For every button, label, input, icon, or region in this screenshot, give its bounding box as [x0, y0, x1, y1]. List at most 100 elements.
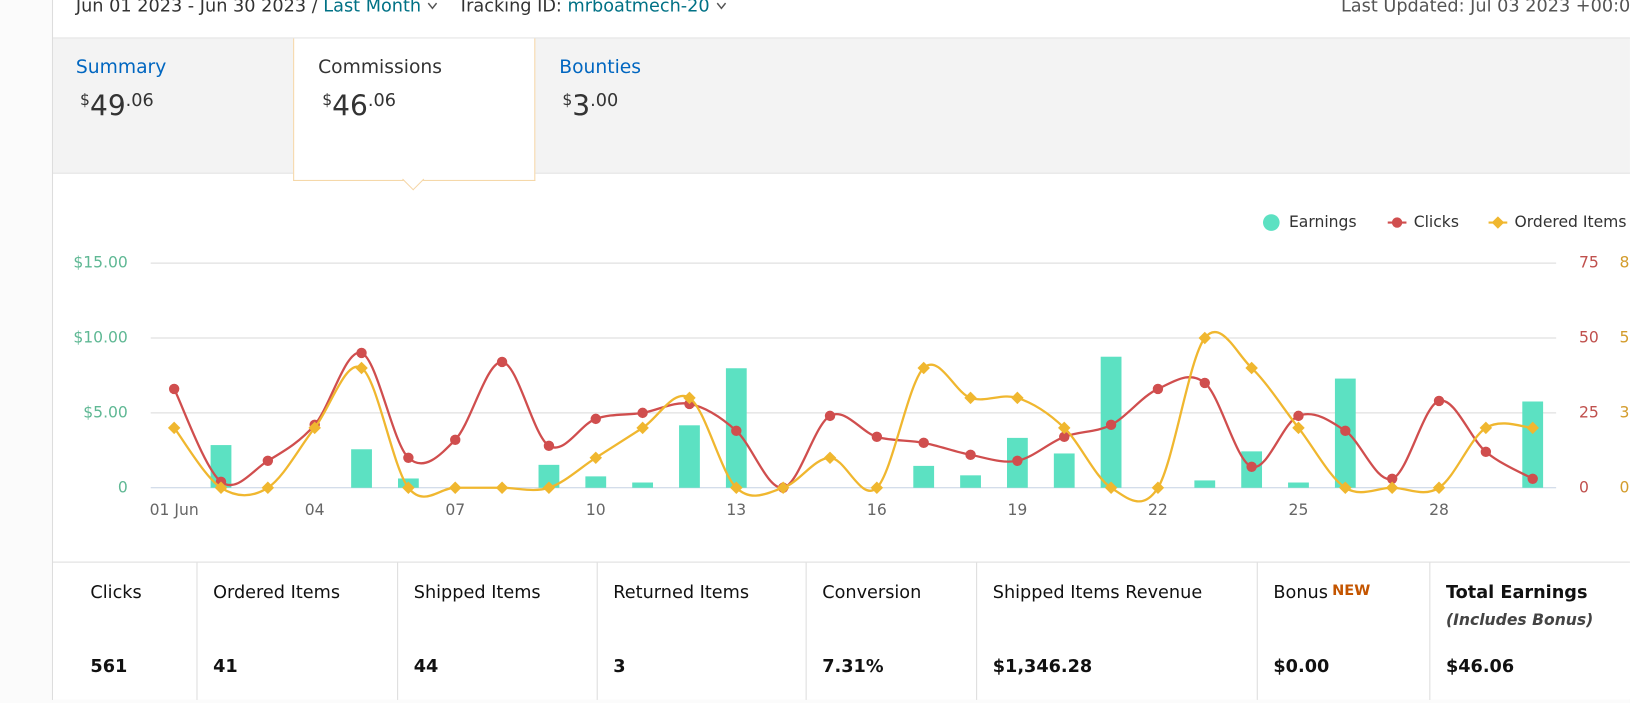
- stat-note: (Includes Bonus): [1445, 610, 1594, 630]
- y-tick-label: 50: [1579, 328, 1599, 346]
- marker: [543, 440, 555, 452]
- stat-value: 44: [413, 656, 439, 678]
- stat-value: 41: [213, 656, 238, 678]
- x-tick-label: 25: [1289, 501, 1309, 519]
- tab-amount: $46.06: [322, 90, 396, 122]
- stat-label: Ordered Items: [213, 582, 341, 604]
- y-tick-label: 0: [118, 478, 128, 496]
- marker: [356, 347, 367, 359]
- chart: 0 $5.00 $10.00 $15.00 0 25 50 75 0 3 5 8 01 Jun 04 07 1…: [73, 213, 1630, 519]
- legend-marker: [1262, 214, 1280, 231]
- x-tick-label: 16: [867, 501, 887, 519]
- marker: [1385, 481, 1399, 494]
- tracking-id-dropdown[interactable]: mrboatmech-20: [567, 0, 710, 17]
- stat-cell: Total Earnings (Includes Bonus) $46.06: [1430, 563, 1630, 700]
- marker: [823, 451, 837, 465]
- stat-value: $46.06: [1445, 656, 1515, 678]
- bar: [538, 464, 560, 488]
- bar: [960, 475, 981, 488]
- bar: [913, 465, 935, 488]
- stat-label: Clicks: [90, 582, 142, 604]
- stat-cell: Shipped Items 44: [398, 562, 598, 700]
- chevron[interactable]: [716, 2, 726, 10]
- amount-cents: .06: [367, 90, 397, 112]
- x-tick-label: 19: [1007, 501, 1027, 519]
- marker: [731, 425, 742, 437]
- tab-amount: $49.06: [80, 90, 154, 122]
- series-line: [173, 351, 1534, 489]
- stat-label: Shipped Items Revenue: [992, 582, 1203, 604]
- legend-label: Ordered Items: [1515, 213, 1627, 231]
- y-tick-label: 0: [1620, 478, 1630, 496]
- marker: [450, 434, 461, 446]
- y-tick-label: $5.00: [83, 403, 128, 421]
- y-tick-label: 25: [1579, 403, 1599, 421]
- marker: [496, 356, 508, 368]
- stat-value: 7.31%: [822, 656, 884, 678]
- legend-marker: [1391, 217, 1403, 228]
- stat-cell: Clicks 561: [53, 562, 198, 700]
- marker: [214, 481, 228, 494]
- stat-label: Total Earnings: [1445, 582, 1588, 604]
- currency: $: [80, 90, 90, 110]
- marker: [1433, 395, 1445, 407]
- marker: [403, 452, 414, 464]
- stat-value: 3: [613, 656, 626, 678]
- stat-label: Returned Items: [613, 582, 750, 604]
- amount-whole: 49: [89, 90, 126, 123]
- y-tick-label: 3: [1620, 403, 1630, 421]
- stat-cell: Returned Items 3: [598, 562, 807, 700]
- tab-amount: $3.00: [562, 90, 618, 122]
- bar: [1053, 453, 1075, 488]
- marker: [871, 431, 883, 443]
- stats-table: Clicks 561 Ordered Items 41 Shipped Items 4…: [53, 561, 1630, 700]
- marker: [1386, 473, 1398, 484]
- y-tick-label: $15.00: [73, 254, 128, 272]
- marker: [1105, 419, 1117, 431]
- marker: [1199, 377, 1210, 389]
- y-tick-label: 5: [1620, 328, 1630, 346]
- period-dropdown[interactable]: Last Month: [323, 0, 422, 17]
- stat-cell: Bonus NEW $0.00: [1258, 562, 1431, 700]
- marker: [1432, 481, 1446, 494]
- stat-label: Bonus NEW: [1273, 582, 1370, 603]
- series-line: [173, 330, 1533, 503]
- bar: [679, 425, 700, 488]
- marker: [1151, 481, 1165, 494]
- currency: $: [322, 90, 333, 110]
- tracking-label: Tracking ID:: [457, 0, 562, 17]
- marker: [964, 391, 977, 405]
- marker: [402, 481, 415, 494]
- tab-label[interactable]: Commissions: [318, 56, 443, 78]
- marker: [448, 481, 462, 494]
- last-updated: Last Updated: Jul 03 2023 +00:00: [1340, 0, 1630, 17]
- tab-label[interactable]: Bounties: [559, 56, 642, 78]
- amount-cents: .00: [590, 90, 619, 112]
- bar: [632, 482, 654, 488]
- stat-label-text: Bonus: [1273, 582, 1328, 604]
- currency: $: [562, 90, 573, 110]
- chevron[interactable]: [427, 2, 438, 10]
- tab-active[interactable]: Commissions $46.06: [293, 38, 536, 191]
- report-filter-bar: Jun 01 2023 - Jun 30 2023 / Last Month T…: [76, 0, 741, 17]
- marker: [261, 481, 275, 494]
- tab-label[interactable]: Summary: [75, 56, 167, 78]
- legend-marker: [1491, 216, 1505, 229]
- stat-value: $1,346.28: [992, 656, 1093, 678]
- new-badge: NEW: [1332, 582, 1371, 600]
- stat-label: Shipped Items: [413, 582, 541, 604]
- x-tick-label: 28: [1429, 501, 1449, 519]
- y-tick-label: 75: [1579, 254, 1599, 272]
- stat-value: $0.00: [1273, 656, 1330, 678]
- marker: [1104, 481, 1118, 494]
- x-tick-label: 04: [305, 501, 325, 519]
- marker: [1480, 446, 1492, 458]
- bar: [351, 449, 372, 488]
- stat-label: Conversion: [822, 582, 922, 604]
- marker: [1246, 461, 1257, 472]
- amount-whole: 3: [572, 90, 591, 123]
- y-tick-label: 0: [1579, 478, 1589, 496]
- marker: [965, 449, 976, 461]
